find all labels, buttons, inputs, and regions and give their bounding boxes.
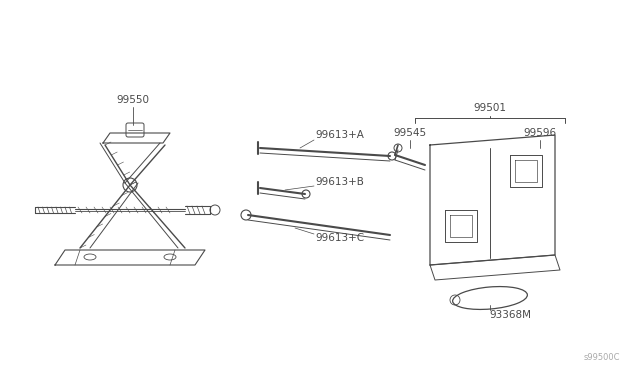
Text: 93368M: 93368M [489, 310, 531, 320]
Text: s99500C: s99500C [584, 353, 620, 362]
Text: 99550: 99550 [116, 95, 150, 105]
Text: 99613+A: 99613+A [315, 130, 364, 140]
Text: 99596: 99596 [524, 128, 557, 138]
Text: 99545: 99545 [394, 128, 427, 138]
Text: 99501: 99501 [474, 103, 506, 113]
Text: 99613+C: 99613+C [315, 233, 364, 243]
Text: 99613+B: 99613+B [315, 177, 364, 187]
